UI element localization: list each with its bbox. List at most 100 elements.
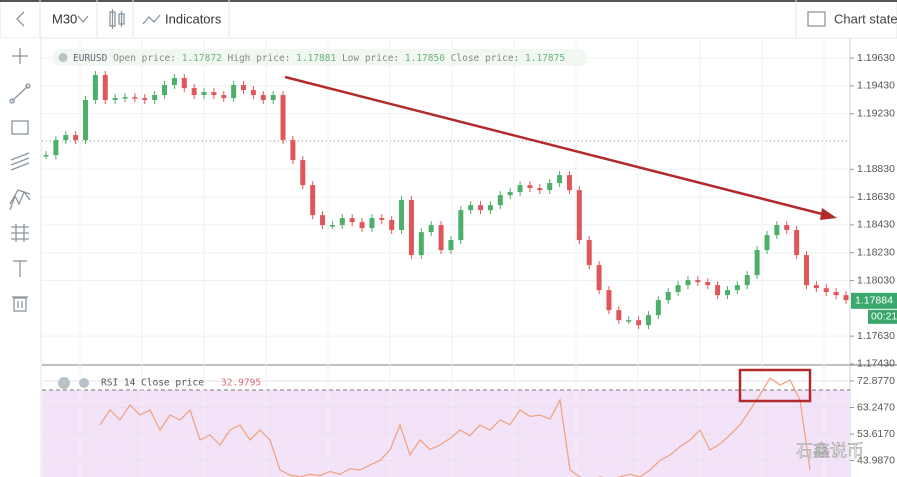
candle-body bbox=[132, 97, 138, 99]
legend-value: 1.17875 bbox=[525, 53, 565, 64]
candle-body bbox=[606, 290, 612, 311]
chart-state-icon bbox=[807, 11, 826, 27]
candle-body bbox=[626, 320, 632, 322]
candle-body bbox=[566, 175, 572, 191]
candle-body bbox=[211, 92, 217, 96]
candle-body bbox=[715, 285, 721, 296]
current-price-marker bbox=[851, 292, 897, 309]
y-tick-label: 72.8770 bbox=[857, 375, 895, 387]
watermark: 石鑫说币 bbox=[796, 441, 864, 460]
candle-body bbox=[478, 205, 484, 211]
candle-body bbox=[349, 218, 355, 223]
rsi-close-icon[interactable] bbox=[58, 377, 70, 389]
candle-body bbox=[73, 135, 79, 141]
countdown-label: 00:21 bbox=[871, 311, 897, 323]
candle-body bbox=[803, 255, 809, 286]
candle-body bbox=[438, 225, 444, 251]
candle-body bbox=[468, 205, 474, 211]
candle-body bbox=[280, 95, 286, 141]
candle-body bbox=[250, 90, 256, 96]
left-toolbar bbox=[0, 38, 41, 477]
candle-body bbox=[300, 160, 306, 186]
candle-body bbox=[527, 185, 533, 189]
candle-body bbox=[744, 275, 750, 286]
candle-body bbox=[260, 95, 266, 101]
candle-body bbox=[408, 200, 414, 256]
legend-box bbox=[52, 49, 587, 66]
back-button[interactable] bbox=[16, 11, 25, 27]
candle-body bbox=[53, 140, 59, 156]
candle-body bbox=[339, 218, 345, 226]
y-tick-label: 1.18230 bbox=[857, 246, 895, 258]
candle-body bbox=[734, 285, 740, 291]
rectangle-tool[interactable] bbox=[11, 120, 29, 135]
candle-body bbox=[458, 210, 464, 241]
y-tick-label: 1.18430 bbox=[857, 219, 895, 231]
legend-label: Open price: bbox=[113, 53, 176, 64]
candle-body bbox=[389, 220, 395, 231]
indicators-icon bbox=[142, 14, 161, 25]
y-tick-label: 43.9870 bbox=[857, 454, 895, 466]
candle-body bbox=[290, 140, 296, 161]
delete-tool[interactable] bbox=[12, 296, 28, 312]
rsi-line bbox=[99, 377, 811, 477]
candle-body bbox=[695, 280, 701, 283]
measure-tool[interactable] bbox=[11, 224, 29, 242]
candle-body bbox=[270, 95, 276, 101]
candle-body bbox=[162, 85, 168, 96]
trend-arrowhead bbox=[820, 208, 837, 220]
candle-body bbox=[537, 188, 543, 191]
candle-body bbox=[369, 218, 375, 229]
candle-body bbox=[418, 232, 424, 256]
text-tool[interactable] bbox=[13, 260, 27, 277]
candle-body bbox=[122, 97, 128, 99]
legend: EURUSD Open price: 1.17872 High price: 1… bbox=[73, 53, 565, 64]
legend-label: Close price: bbox=[451, 53, 520, 64]
candle-body bbox=[63, 135, 69, 141]
candle-body bbox=[794, 230, 800, 256]
candle-body bbox=[142, 98, 148, 101]
chart-state-button[interactable]: Chart state bbox=[834, 11, 897, 26]
candle-body bbox=[329, 225, 335, 227]
legend-settings-icon[interactable] bbox=[58, 53, 68, 62]
top-toolbar bbox=[0, 0, 897, 39]
candle-body bbox=[754, 250, 760, 276]
candle-body bbox=[428, 225, 434, 233]
line-tool[interactable] bbox=[9, 83, 31, 104]
crosshair-tool[interactable] bbox=[12, 48, 28, 64]
channel-tool[interactable] bbox=[10, 152, 30, 171]
candle-body bbox=[685, 280, 691, 286]
y-tick-label: 63.2470 bbox=[857, 401, 895, 413]
candle-body bbox=[112, 98, 118, 101]
rsi-value: 32.9795 bbox=[221, 378, 261, 389]
candle-body bbox=[487, 205, 493, 211]
candle-body bbox=[320, 215, 326, 226]
candle-body bbox=[171, 78, 177, 86]
candle-body bbox=[655, 300, 661, 316]
candle-body bbox=[813, 285, 819, 289]
countdown-marker bbox=[868, 309, 897, 324]
candle-body bbox=[823, 288, 829, 293]
y-tick-label: 53.6170 bbox=[857, 428, 895, 440]
candle-body bbox=[201, 92, 207, 96]
candle-body bbox=[576, 190, 582, 241]
candle-body bbox=[43, 155, 49, 157]
candle-body bbox=[359, 222, 365, 229]
chart-type-button[interactable] bbox=[109, 9, 125, 29]
candle-body bbox=[645, 315, 651, 326]
candle-body bbox=[665, 292, 671, 301]
candle-body bbox=[784, 225, 790, 231]
timeframe-selector[interactable]: M30 bbox=[52, 11, 77, 26]
fibonacci-tool[interactable] bbox=[9, 189, 31, 211]
candle-body bbox=[221, 95, 227, 99]
rsi-settings-icon[interactable] bbox=[79, 378, 89, 388]
candle-body bbox=[557, 175, 563, 184]
legend-label: High price: bbox=[228, 53, 291, 64]
y-tick-label: 1.18830 bbox=[857, 163, 895, 175]
y-tick-label: 1.19630 bbox=[857, 52, 895, 64]
candle-body bbox=[586, 240, 592, 266]
candle-body bbox=[379, 218, 385, 221]
candle-body bbox=[636, 320, 642, 326]
indicators-button[interactable]: Indicators bbox=[165, 11, 222, 26]
candle-body bbox=[102, 75, 108, 101]
